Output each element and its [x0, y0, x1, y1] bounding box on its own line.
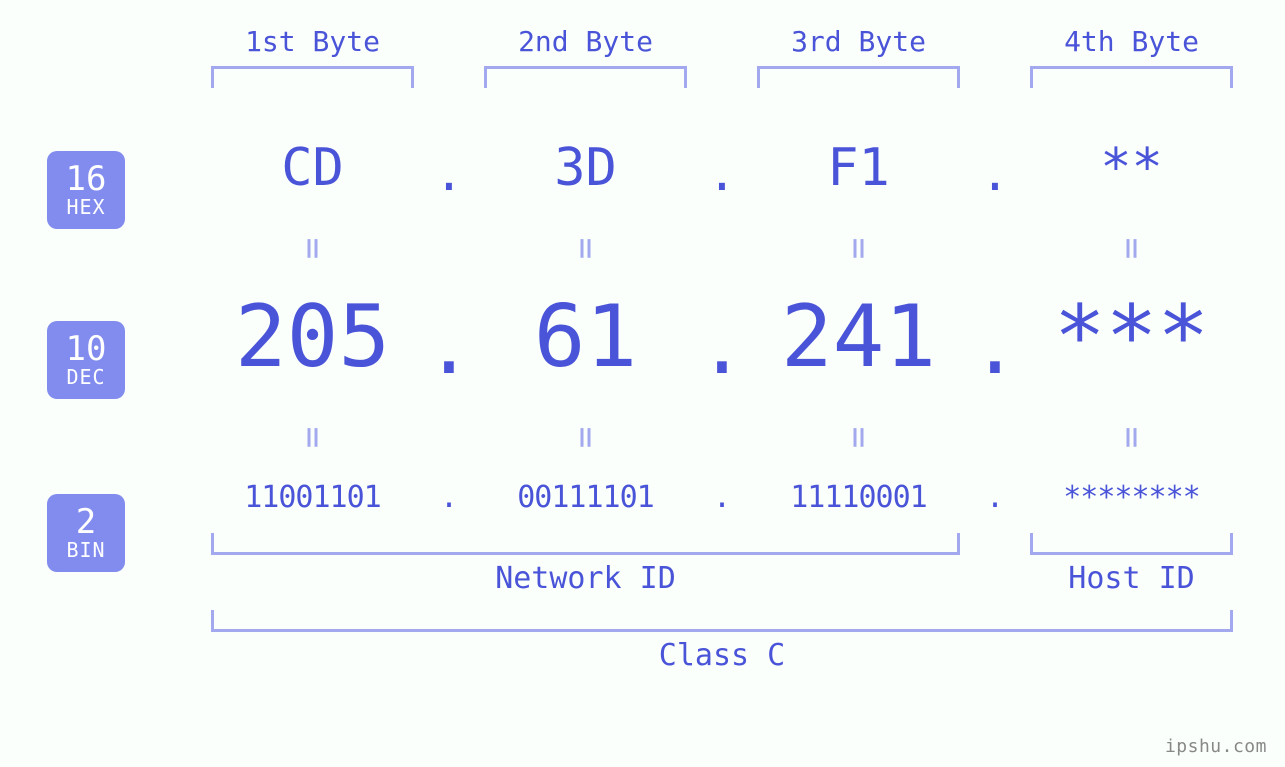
equals-row-1: = = = =	[205, 228, 1240, 269]
bracket-icon	[211, 66, 414, 88]
byte-header-4: 4th Byte	[1024, 25, 1239, 58]
dec-byte-1: 205	[205, 287, 420, 387]
equals-icon: =	[292, 238, 333, 260]
badge-num: 10	[66, 332, 107, 368]
bin-byte-1: 11001101	[205, 480, 420, 515]
dec-byte-4: ***	[1024, 287, 1239, 387]
dot-separator: .	[693, 146, 751, 202]
byte-header-2: 2nd Byte	[478, 25, 693, 58]
equals-icon: =	[292, 427, 333, 449]
bracket-icon	[211, 533, 960, 555]
base-badge-dec: 10 DEC	[47, 321, 125, 399]
ip-diagram-grid: 1st Byte 2nd Byte 3rd Byte 4th Byte CD .…	[205, 25, 1240, 673]
hex-byte-4: **	[1024, 138, 1239, 198]
byte-header-3: 3rd Byte	[751, 25, 966, 58]
dec-byte-2: 61	[478, 287, 693, 387]
bracket-icon	[1030, 66, 1233, 88]
hex-byte-2: 3D	[478, 138, 693, 198]
net-host-bracket-row	[205, 533, 1240, 555]
dec-byte-3: 241	[751, 287, 966, 387]
dot-separator: .	[420, 480, 478, 515]
hex-byte-1: CD	[205, 138, 420, 198]
bracket-icon	[484, 66, 687, 88]
dec-row: 205 . 61 . 241 . ***	[205, 287, 1240, 387]
dot-separator: .	[966, 302, 1024, 392]
equals-row-2: = = = =	[205, 417, 1240, 458]
bin-byte-2: 00111101	[478, 480, 693, 515]
base-badge-bin: 2 BIN	[47, 494, 125, 572]
dot-separator: .	[420, 302, 478, 392]
bracket-icon	[757, 66, 960, 88]
badge-name: DEC	[66, 367, 105, 388]
bracket-icon	[1030, 533, 1233, 555]
class-label: Class C	[205, 638, 1239, 673]
byte-header-row: 1st Byte 2nd Byte 3rd Byte 4th Byte	[205, 25, 1240, 58]
equals-icon: =	[1111, 238, 1152, 260]
equals-icon: =	[838, 427, 879, 449]
hex-byte-3: F1	[751, 138, 966, 198]
dot-separator: .	[693, 302, 751, 392]
equals-icon: =	[565, 427, 606, 449]
hex-row: CD . 3D . F1 . **	[205, 138, 1240, 198]
bin-row: 11001101 . 00111101 . 11110001 . *******…	[205, 480, 1240, 515]
badge-name: BIN	[66, 540, 105, 561]
dot-separator: .	[966, 480, 1024, 515]
net-host-label-row: Network ID Host ID	[205, 555, 1240, 596]
class-label-row: Class C	[205, 632, 1240, 673]
bracket-icon	[211, 610, 1233, 632]
badge-num: 16	[66, 162, 107, 198]
equals-icon: =	[565, 238, 606, 260]
dot-separator: .	[420, 146, 478, 202]
badge-name: HEX	[66, 197, 105, 218]
equals-icon: =	[1111, 427, 1152, 449]
bin-byte-4: ********	[1024, 480, 1239, 515]
byte-top-brackets	[205, 58, 1240, 88]
network-id-label: Network ID	[205, 561, 966, 596]
byte-header-1: 1st Byte	[205, 25, 420, 58]
equals-icon: =	[838, 238, 879, 260]
dot-separator: .	[966, 146, 1024, 202]
base-badge-hex: 16 HEX	[47, 151, 125, 229]
host-id-label: Host ID	[1024, 561, 1239, 596]
bin-byte-3: 11110001	[751, 480, 966, 515]
watermark: ipshu.com	[1165, 736, 1267, 757]
class-bracket-row	[205, 610, 1240, 632]
dot-separator: .	[693, 480, 751, 515]
badge-num: 2	[76, 505, 96, 541]
